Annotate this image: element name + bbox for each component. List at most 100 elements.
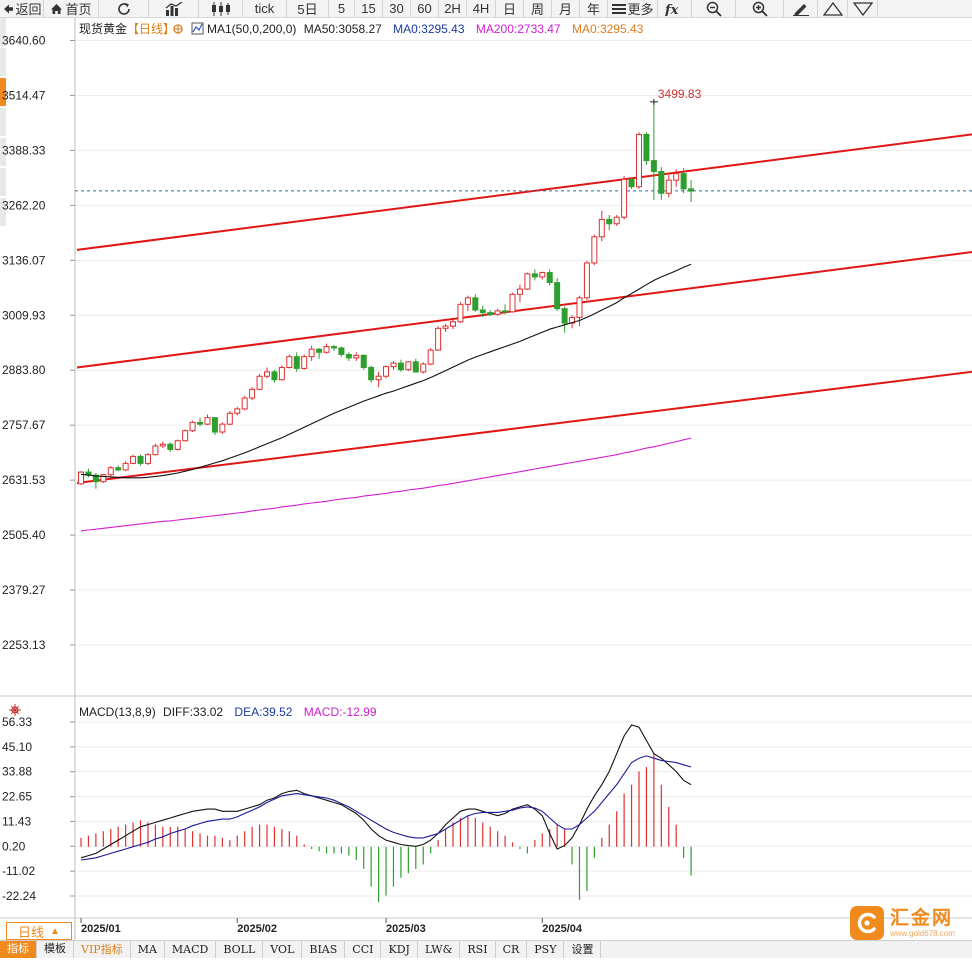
side-tab[interactable]	[0, 138, 6, 166]
toolbar-button-7[interactable]: 5	[329, 0, 355, 18]
toolbar-button-14[interactable]: 周	[524, 0, 552, 18]
toolbar-button-12[interactable]: 4H	[467, 0, 496, 18]
candle-body	[137, 455, 144, 464]
toolbar-button-10[interactable]: 60	[411, 0, 439, 18]
indicator-tab-7[interactable]: BIAS	[302, 941, 346, 958]
macd-tick-label: 22.65	[2, 790, 32, 804]
toolbar-button-18[interactable]: fx	[658, 0, 692, 18]
indicator-tab-0[interactable]: 指标	[0, 941, 37, 958]
toolbar-button-8[interactable]: 15	[355, 0, 383, 18]
indicator-tab-bar: 指标 模板 VIP指标 MA MACD BOLL VOL BIAS CCI KDJ LW& RSI CR…	[0, 940, 972, 958]
candle-body	[390, 362, 397, 368]
indicator-tab-5[interactable]: BOLL	[216, 941, 264, 958]
candle-body	[397, 362, 404, 371]
side-tab[interactable]	[0, 168, 6, 196]
indicator-tab-14[interactable]: 设置	[564, 941, 602, 958]
toolbar-button-5[interactable]: tick	[243, 0, 287, 18]
side-tab[interactable]	[0, 198, 6, 226]
candle-body	[375, 375, 382, 381]
trend-line	[76, 370, 972, 484]
toolbar-button-3[interactable]	[149, 0, 199, 18]
side-tab[interactable]	[0, 18, 6, 46]
candle-body	[450, 321, 456, 327]
pen-icon	[792, 2, 809, 16]
indicator-tab-2[interactable]: VIP指标	[74, 941, 131, 958]
date-tick-label: 2025/01	[81, 923, 121, 935]
toolbar-button-11[interactable]: 2H	[439, 0, 467, 18]
candle-body	[539, 272, 546, 278]
indicator-tab-11[interactable]: RSI	[460, 941, 496, 958]
toolbar-button-15[interactable]: 月	[552, 0, 580, 18]
indicator-tab-9[interactable]: KDJ	[381, 941, 418, 958]
fx-icon: fx	[665, 2, 685, 16]
price-tick-label: 3514.47	[2, 88, 46, 102]
candle-body	[628, 178, 635, 188]
date-tick-label: 2025/04	[542, 923, 583, 935]
toolbar-button-1[interactable]: 首页	[44, 0, 99, 18]
candle-body	[174, 440, 181, 450]
indicator-tab-1[interactable]: 模板	[37, 941, 74, 958]
macd-param: MACD(13,8,9)	[79, 705, 156, 719]
toolbar-button-label: 月	[558, 2, 572, 17]
toolbar-button-21[interactable]	[784, 0, 818, 18]
candle-body	[502, 310, 509, 313]
candle-body	[494, 310, 501, 315]
candle-body	[197, 421, 204, 425]
dea-line	[80, 755, 692, 861]
price-chart[interactable]: 3640.60 3514.47 3388.33 3262.20 3136.07 3009.…	[0, 18, 972, 940]
side-tab-active[interactable]	[0, 78, 6, 106]
zoom-out-icon	[706, 1, 722, 17]
period-select[interactable]: 日线 ▲	[6, 922, 72, 940]
toolbar-button-16[interactable]: 年	[580, 0, 608, 18]
candlestick-icon	[211, 1, 231, 16]
toolbar: 返回 首页 tick 5日 5 15 30 60 2H 4H 日周月年 更多 fx	[0, 0, 972, 18]
candle-body	[368, 367, 375, 381]
svg-text:MA1(50,0,200,0) MA50:3058.: MA1(50,0,200,0) MA50:3058.27 MA0:3295.43…	[207, 22, 644, 36]
watermark: 汇金网 www.gold678.com	[850, 905, 955, 941]
toolbar-button-20[interactable]	[736, 0, 784, 18]
toolbar-button-4[interactable]	[199, 0, 243, 18]
macd-sun-icon[interactable]	[9, 704, 21, 716]
indicator-tab-3[interactable]: MA	[131, 941, 165, 958]
ma-settings-icon[interactable]	[191, 22, 204, 35]
toolbar-button-22[interactable]	[818, 0, 848, 18]
candle-body	[479, 309, 486, 314]
price-tick-label: 3640.60	[2, 34, 46, 48]
indicator-tab-4[interactable]: MACD	[165, 941, 217, 958]
indicator-tab-13[interactable]: PSY	[527, 941, 565, 958]
candle-body	[457, 303, 464, 323]
indicator-tab-8[interactable]: CCI	[345, 941, 382, 958]
indicator-tab-6[interactable]: VOL	[263, 941, 303, 958]
side-tab[interactable]	[0, 108, 6, 136]
toolbar-button-19[interactable]	[692, 0, 736, 18]
candlestick-series	[78, 101, 695, 489]
price-tick-label: 2631.53	[2, 473, 46, 487]
toolbar-button-13[interactable]: 日	[496, 0, 524, 18]
price-tick-label: 3136.07	[2, 253, 46, 267]
ma0-value: MA0:3295.43	[393, 22, 465, 36]
candle-body	[278, 367, 285, 381]
indicator-tab-10[interactable]: LW&	[418, 941, 461, 958]
toolbar-button-6[interactable]: 5日	[287, 0, 329, 18]
price-tick-label: 3388.33	[2, 143, 46, 157]
candle-body	[226, 412, 233, 425]
candle-body	[621, 178, 628, 218]
candle-body	[308, 348, 315, 358]
ma50-line	[80, 263, 692, 479]
toolbar-button-9[interactable]: 30	[383, 0, 411, 18]
ma50-value: MA50:3058.27	[304, 22, 382, 36]
toolbar-button-17[interactable]: 更多	[608, 0, 658, 18]
toolbar-button-label: 5	[337, 1, 346, 16]
candle-body	[100, 474, 107, 483]
toolbar-button-2[interactable]	[99, 0, 149, 18]
candle-body	[107, 467, 114, 476]
gear-icon[interactable]	[173, 24, 183, 34]
candle-body	[189, 421, 196, 432]
left-side-tab-strip	[0, 18, 6, 233]
toolbar-button-23[interactable]	[848, 0, 878, 18]
side-tab[interactable]	[0, 48, 6, 76]
candle-body	[115, 467, 122, 471]
toolbar-button-0[interactable]: 返回	[0, 0, 44, 18]
toolbar-button-label: 4H	[472, 1, 490, 16]
indicator-tab-12[interactable]: CR	[496, 941, 528, 958]
